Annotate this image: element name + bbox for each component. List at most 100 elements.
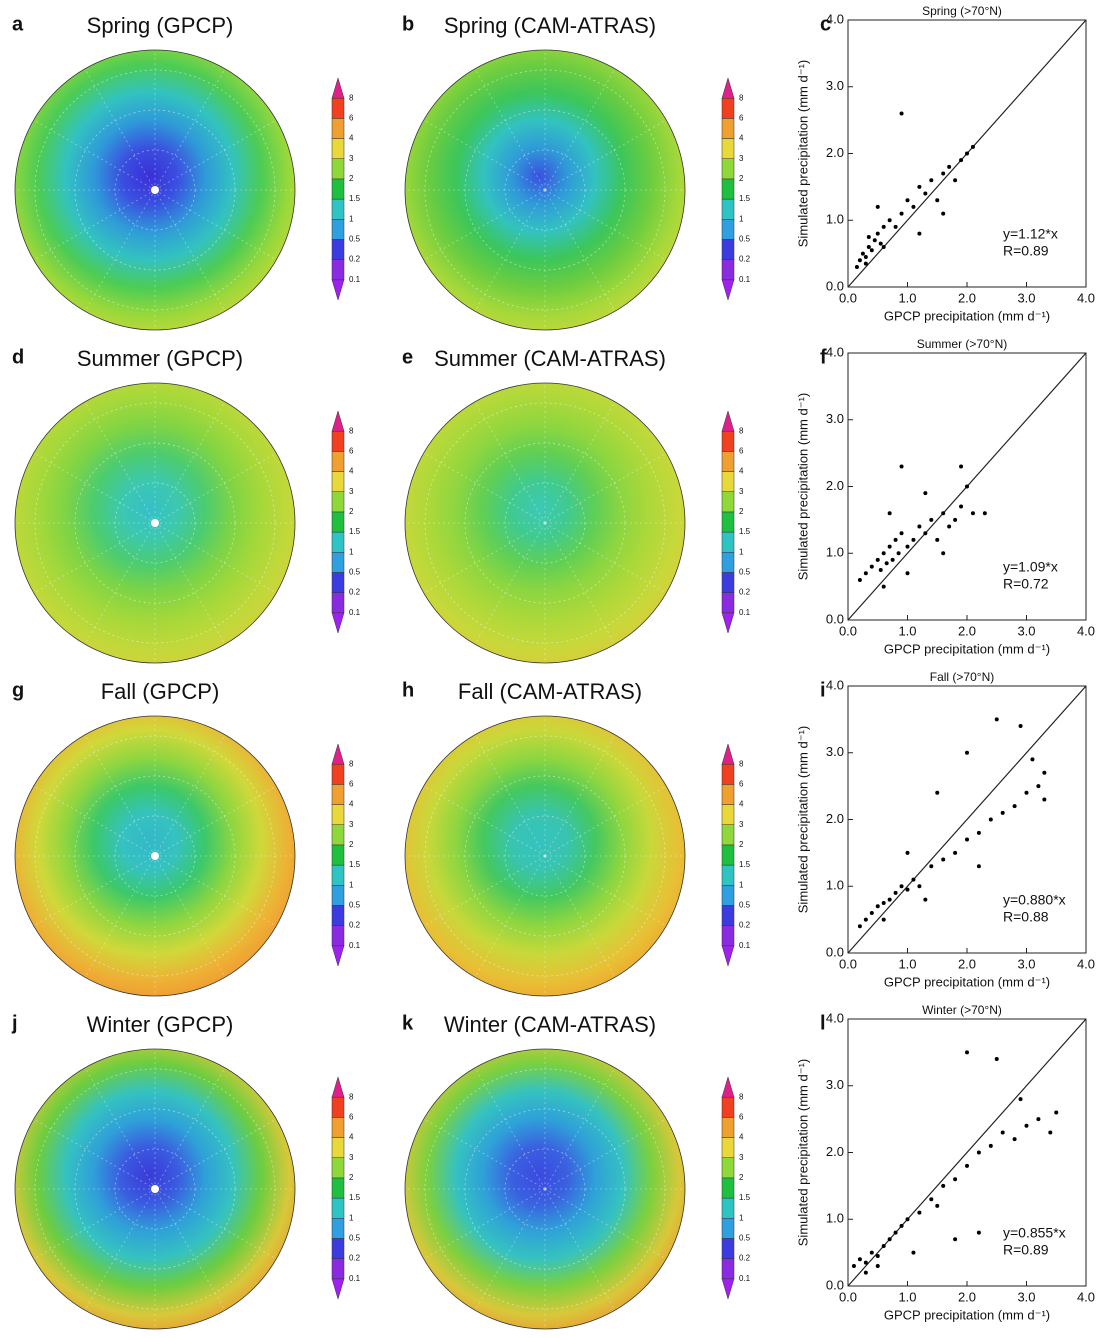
meridian [544, 68, 616, 191]
scatter-point [911, 1250, 916, 1255]
colorbar-segment [331, 178, 345, 200]
polar-map [404, 382, 686, 664]
scatter-point [875, 904, 880, 909]
colorbar-segment [331, 885, 345, 906]
colorbar-segment [721, 572, 735, 593]
scatter-point [875, 557, 880, 562]
colorbar-segment [331, 158, 345, 180]
y-tick-label: 2.0 [826, 1144, 844, 1159]
latitude-circle [464, 442, 626, 604]
colorbar-label: 2 [349, 174, 354, 183]
scatter-point [884, 561, 889, 566]
meridian [474, 1067, 546, 1190]
colorbar-segment [721, 259, 735, 281]
y-tick-label: 2.0 [826, 145, 844, 160]
scatter-point [887, 511, 892, 516]
colorbar-end [331, 77, 345, 99]
scatter-point [905, 850, 910, 855]
colorbar-label: 1 [349, 1213, 354, 1222]
x-tick-label: 0.0 [839, 956, 857, 971]
colorbar-label: 4 [349, 134, 354, 143]
meridian [33, 1188, 156, 1260]
meridian [154, 452, 277, 524]
latitude-circle [424, 1068, 666, 1310]
map-title: Fall (GPCP) [101, 679, 220, 704]
scatter-point [923, 191, 928, 196]
meridian [33, 522, 156, 594]
scatter-point [988, 1143, 993, 1148]
x-tick-label: 0.0 [839, 290, 857, 305]
x-axis-label: GPCP precipitation (mm d⁻¹) [884, 974, 1050, 989]
colorbar-segment [721, 491, 735, 513]
scatter-point [887, 544, 892, 549]
scatter-point [941, 857, 946, 862]
scatter-point [923, 531, 928, 536]
colorbar-segment [721, 531, 735, 553]
colorbar-segment [331, 925, 345, 947]
y-tick-label: 0.0 [826, 1277, 844, 1292]
colorbar-label: 8 [739, 93, 744, 102]
scatter-point [1036, 784, 1041, 789]
colorbar-label: 4 [739, 467, 744, 476]
colorbar-segment [331, 824, 345, 846]
chart-title: Summer (>70°N) [917, 337, 1008, 351]
scatter-point [887, 218, 892, 223]
panel-letter: k [402, 1012, 414, 1034]
colorbar-label: 4 [349, 1133, 354, 1142]
scatter-point [878, 241, 883, 246]
colorbar-label: 1.5 [349, 1193, 361, 1202]
scatter-point [994, 1057, 999, 1062]
meridian [154, 189, 277, 261]
meridian [544, 452, 667, 524]
scatter-point [899, 1223, 904, 1228]
y-axis-label: Simulated precipitation (mm d⁻¹) [795, 726, 810, 913]
colorbar-label: 0.1 [739, 608, 751, 617]
colorbar-segment [721, 885, 735, 906]
latitude-circle [74, 775, 236, 937]
meridian [544, 1188, 616, 1311]
colorbar-label: 6 [349, 446, 354, 455]
annotation: y=1.09*x [1003, 559, 1058, 575]
scatter-point [1030, 757, 1035, 762]
meridian [544, 1067, 616, 1190]
x-tick-label: 4.0 [1077, 623, 1095, 638]
colorbar-segment [721, 511, 735, 533]
scatter-point [875, 231, 880, 236]
colorbar-segment [331, 1177, 345, 1199]
meridian [154, 1067, 226, 1190]
meridian [474, 401, 546, 524]
map-title: Summer (GPCP) [77, 346, 243, 371]
colorbar-segment [721, 592, 735, 614]
colorbar-end [721, 612, 735, 634]
scatter-point [857, 577, 862, 582]
map-title: Spring (CAM-ATRAS) [444, 13, 656, 38]
one-to-one-line [847, 685, 1087, 954]
y-tick-label: 1.0 [826, 545, 844, 560]
scatter-point [890, 557, 895, 562]
meridian [154, 189, 226, 312]
colorbar-segment [721, 471, 735, 492]
x-tick-label: 2.0 [958, 290, 976, 305]
panel-letter: i [820, 679, 826, 701]
colorbar-segment [331, 198, 345, 220]
panel-letter: d [12, 346, 24, 368]
meridian [544, 734, 616, 857]
colorbar-label: 0.1 [349, 941, 361, 950]
scatter-point [875, 204, 880, 209]
colorbar-label: 8 [349, 1092, 354, 1101]
scatter-point [917, 184, 922, 189]
colorbar-segment [331, 531, 345, 553]
scatter-point [1000, 810, 1005, 815]
scatter-point [866, 234, 871, 239]
x-axis-label: GPCP precipitation (mm d⁻¹) [884, 641, 1050, 656]
scatter-point [899, 884, 904, 889]
colorbar-label: 0.5 [739, 568, 751, 577]
colorbar-segment [721, 552, 735, 573]
colorbar-label: 3 [739, 487, 744, 496]
x-axis-label: GPCP precipitation (mm d⁻¹) [884, 1307, 1050, 1322]
colorbar-segment [721, 138, 735, 159]
colorbar-end [721, 743, 735, 765]
scatter-point [1042, 797, 1047, 802]
y-axis-label: Simulated precipitation (mm d⁻¹) [795, 1059, 810, 1246]
